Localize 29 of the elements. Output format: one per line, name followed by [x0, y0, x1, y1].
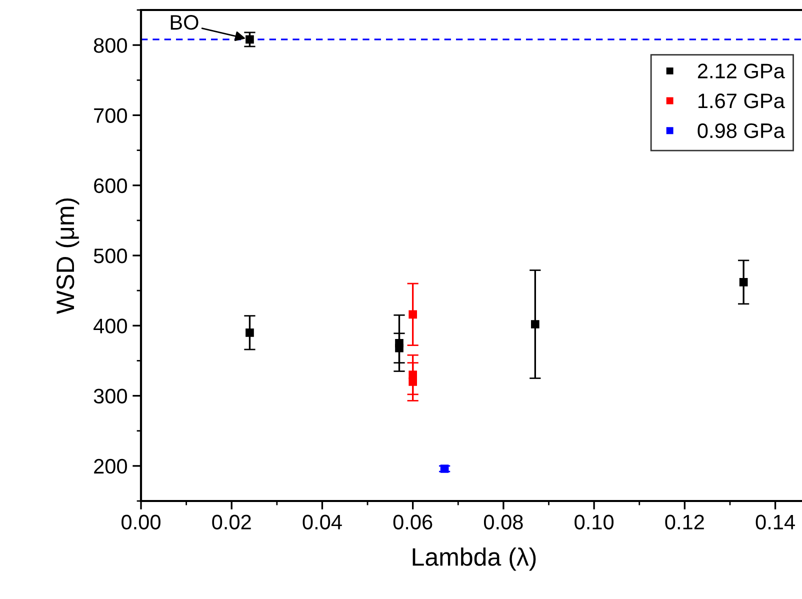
x-tick-label: 0.12	[665, 514, 704, 530]
y-tick-label: 300	[94, 388, 127, 404]
y-tick-label: 800	[94, 38, 127, 53]
x-tick-label: 0.02	[212, 514, 251, 530]
point	[739, 278, 748, 286]
y-tick-label: 700	[94, 108, 127, 123]
point	[530, 320, 540, 328]
point	[440, 464, 449, 473]
x-tick-label: 0.06	[393, 514, 432, 530]
x-tick-label: 0.10	[574, 514, 614, 530]
y-tick-label: 600	[94, 178, 127, 194]
legend-label: 1.67 GPa	[698, 94, 785, 108]
x-tick-label: 0.14	[756, 514, 795, 530]
x-tick-label: 0.08	[484, 514, 523, 530]
point	[408, 378, 418, 386]
point	[408, 310, 418, 319]
point	[246, 328, 254, 337]
y-tick-label: 200	[94, 458, 127, 474]
point	[395, 344, 404, 352]
x-axis-title: Lambda (λ)	[412, 548, 536, 571]
y-axis-title: WSD (μm)	[56, 198, 80, 314]
x-tick-label: 0.04	[302, 514, 342, 530]
legend-label: 2.12 GPa	[698, 64, 785, 78]
annotation: BO	[170, 15, 198, 30]
y-tick-label: 500	[94, 248, 127, 264]
y-tick-label: 400	[94, 318, 127, 334]
legend-label: 0.98 GPa	[698, 123, 785, 138]
point	[246, 35, 254, 44]
x-tick-label: 0.00	[122, 514, 160, 530]
